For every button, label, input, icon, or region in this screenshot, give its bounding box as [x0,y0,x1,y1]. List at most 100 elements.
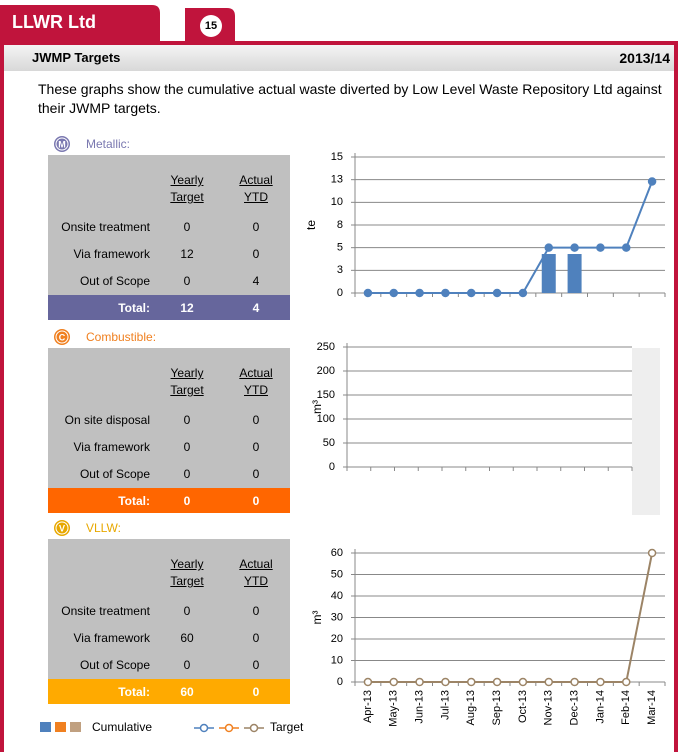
y-tick-label: 8 [337,219,343,231]
marker [518,677,528,687]
line [367,552,654,683]
header-title: LLWR Ltd [12,12,96,32]
marker [467,677,476,687]
frame-right [674,41,678,752]
y-tick-label: 50 [331,568,343,580]
table-header: Actual YTD [239,366,273,397]
y-axis-label: m³ [310,611,324,625]
marker [544,243,553,252]
table-bg [48,348,290,488]
badge: 15 [204,20,218,32]
total-row [48,488,290,513]
table-header: Yearly Target [170,557,204,588]
row-target: 0 [183,274,191,288]
row-target: 60 [180,631,194,645]
row-target: 0 [183,413,191,427]
row-target: 0 [183,220,191,234]
legend-marker [249,723,259,733]
legend-marker [224,723,234,733]
table-header: Actual YTD [239,557,273,588]
row-actual: 0 [252,604,260,618]
y-tick-label: 150 [317,389,335,401]
marker [622,677,631,687]
block-name: VLLW: [86,521,121,535]
table-header: Actual YTD [239,173,273,204]
legend-marker [199,723,209,733]
line [367,181,654,294]
table-header: Yearly Target [170,173,204,204]
x-tick-label: Jul-13 [439,690,451,720]
chart-artifact [632,348,660,515]
x-tick-label: Sep-13 [491,690,503,725]
section-bar [4,45,674,71]
marker [363,288,373,298]
legend-target: Target [270,720,304,734]
row-actual: 0 [252,413,260,427]
x-tick-label: Jan-14 [594,690,606,724]
row-label: Out of Scope [79,274,150,288]
x-tick-label: Apr-13 [362,690,374,723]
y-tick-label: 50 [323,437,335,449]
y-axis-label: m³ [310,400,324,414]
marker [570,243,579,252]
y-tick-label: 10 [331,196,343,208]
row-actual: 0 [252,631,260,645]
marker [441,288,450,298]
marker [467,288,476,298]
x-tick-label: Mar-14 [646,690,658,725]
row-target: 0 [183,440,191,454]
x-tick-label: Dec-13 [568,690,580,725]
row-label: Via framework [73,631,150,645]
y-tick-label: 3 [337,264,343,276]
row-target: 12 [180,247,194,261]
marker [622,243,631,252]
legend-cumulative: Cumulative [92,720,152,734]
row-actual: 0 [252,440,260,454]
total-actual: 0 [252,685,260,699]
marker [363,677,373,687]
x-tick-label: Feb-14 [620,690,632,725]
total-target: 0 [183,494,191,508]
y-tick-label: 100 [317,413,335,425]
row-label: Out of Scope [79,658,150,672]
table-bg [48,155,290,295]
row-label: Via framework [73,247,150,261]
marker [415,288,424,298]
x-tick-label: May-13 [388,690,400,727]
block-name: Combustible: [86,330,157,344]
y-tick-label: 15 [331,151,343,163]
total-actual: 0 [252,494,260,508]
total-label: Total: [118,685,150,699]
row-actual: 0 [252,247,260,261]
row-label: On site disposal [64,413,150,427]
intro: These graphs show the cumulative actual … [38,81,662,116]
row-label: Onsite treatment [61,220,150,234]
total-label: Total: [118,494,150,508]
icon-letter: V [59,523,65,533]
row-actual: 4 [252,274,260,288]
total-row [48,295,290,320]
block-name: Metallic: [86,137,131,151]
marker [647,177,657,186]
icon-inner [55,330,69,344]
badge-circle [200,15,222,37]
marker [415,677,424,687]
icon-inner [55,521,69,535]
frame-left [0,41,4,752]
total-label: Total: [118,301,150,315]
table-header: Yearly Target [170,366,204,397]
marker [389,677,398,687]
row-target: 0 [183,658,191,672]
x-tick-label: Nov-13 [543,690,555,725]
total-target: 12 [180,301,194,315]
y-tick-label: 40 [331,590,343,602]
marker [647,548,657,558]
row-label: Out of Scope [79,467,150,481]
marker [441,677,450,687]
legend-swatch [55,722,66,732]
icon-letter: M [58,139,66,149]
total-target: 60 [180,685,194,699]
y-tick-label: 60 [331,547,343,559]
marker [492,677,502,687]
